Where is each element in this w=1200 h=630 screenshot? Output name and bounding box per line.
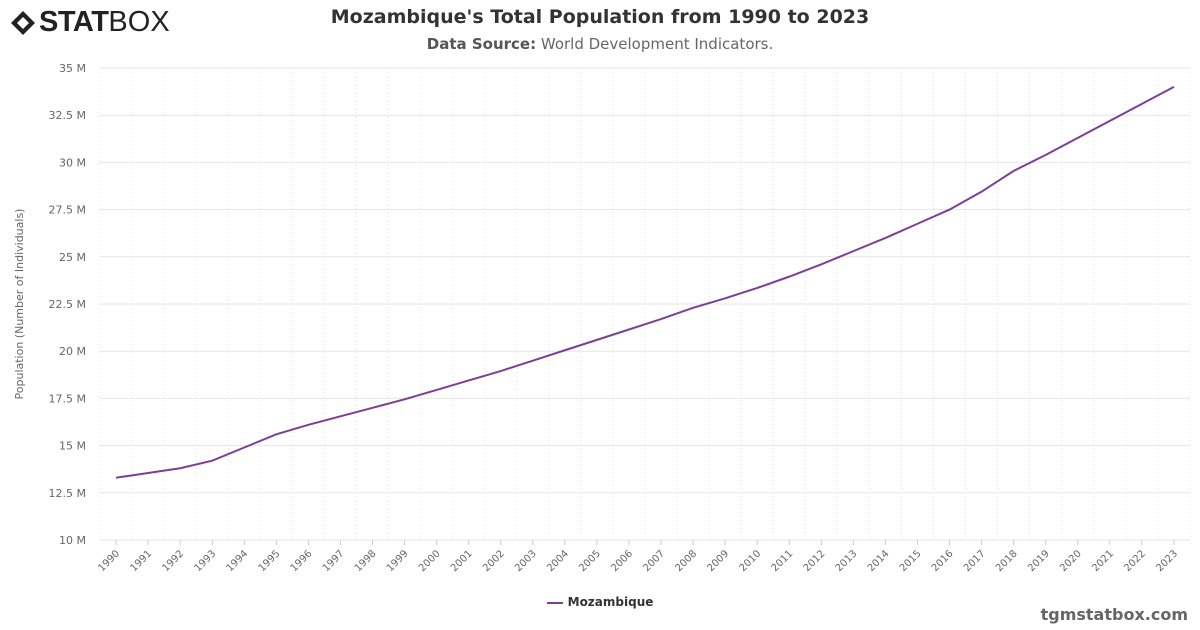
x-tick-label: 1995 [257,548,283,574]
x-tick-label: 2017 [962,548,988,574]
source-value: World Development Indicators. [540,35,774,53]
x-tick-label: 2019 [1026,548,1052,574]
x-tick-label: 2007 [641,548,667,574]
y-tick-label: 30 M [59,156,86,169]
logo-text-bold: STAT [39,6,109,38]
x-tick-label: 1993 [193,548,219,574]
x-tick-label: 2015 [898,548,924,574]
x-tick-label: 1997 [321,548,347,574]
x-tick-label: 1999 [385,548,411,574]
x-tick-label: 2011 [770,548,796,574]
x-tick-label: 1994 [225,548,251,574]
x-tick-label: 2008 [673,548,699,574]
x-tick-label: 2020 [1058,548,1084,574]
x-tick-label: 2021 [1090,548,1116,574]
y-tick-label: 15 M [59,440,86,453]
site-credit: tgmstatbox.com [1040,605,1188,624]
x-tick-label: 2013 [834,548,860,574]
x-tick-label: 2010 [738,548,764,574]
y-tick-label: 35 M [59,62,86,75]
x-tick-label: 1996 [289,548,315,574]
y-tick-label: 12.5 M [49,487,86,500]
y-tick-label: 17.5 M [49,392,86,405]
x-tick-label: 2018 [994,548,1020,574]
x-tick-label: 2003 [513,548,539,574]
source-label: Data Source: [426,35,537,53]
x-tick-label: 1998 [353,548,379,574]
x-tick-label: 2022 [1122,548,1148,574]
legend-swatch [546,601,563,604]
x-tick-label: 2005 [577,548,603,574]
logo-text-light: BOX [108,6,170,38]
x-tick-label: 1990 [96,548,122,574]
x-tick-label: 2006 [609,548,635,574]
x-tick-label: 2001 [449,548,475,574]
chart-subtitle: Data Source: World Development Indicator… [0,35,1200,53]
y-tick-label: 10 M [59,534,86,547]
x-tick-label: 2012 [802,548,828,574]
x-tick-label: 2002 [481,548,507,574]
statbox-logo: STAT BOX [10,6,170,39]
y-tick-label: 25 M [59,251,86,264]
chart-title: Mozambique's Total Population from 1990 … [330,6,870,28]
x-tick-label: 1991 [128,548,154,574]
y-axis-title: Population (Number of Individuals) [13,209,26,400]
x-tick-label: 2016 [930,548,956,574]
legend-item-mozambique[interactable]: Mozambique [0,595,1200,609]
diamond-logo-icon [11,10,35,35]
legend-label: Mozambique [567,595,654,609]
x-tick-label: 2000 [417,548,443,574]
y-tick-label: 27.5 M [49,204,86,217]
y-tick-label: 20 M [59,345,86,358]
x-tick-label: 2014 [866,548,892,574]
y-tick-label: 32.5 M [49,109,86,122]
series-line-mozambique [115,85,1175,479]
y-tick-label: 22.5 M [49,298,86,311]
x-tick-label: 2004 [545,548,571,574]
x-tick-label: 2009 [705,548,731,574]
x-tick-label: 2023 [1154,548,1180,574]
x-tick-label: 1992 [160,548,186,574]
